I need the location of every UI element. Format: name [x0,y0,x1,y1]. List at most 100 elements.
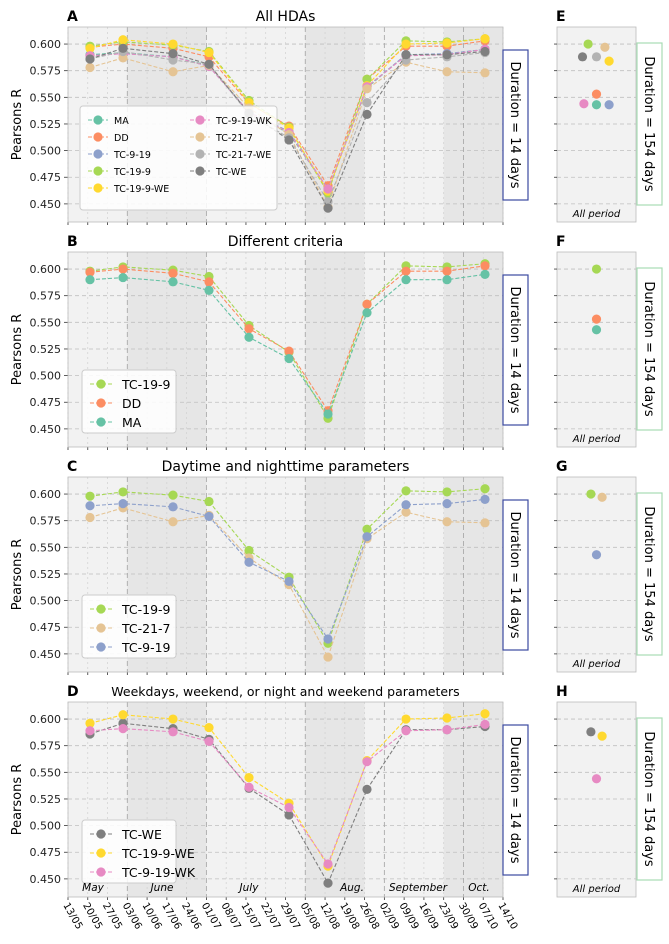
series-line [89,713,486,868]
series-line [89,38,486,193]
data-point [284,810,294,820]
right-data-point [591,325,602,335]
right-data-point [591,100,602,110]
right-data-point [583,39,593,49]
y-tick-label: 0.450 [30,198,62,211]
data-point [168,67,178,77]
right-panel-f: F All period Duration = 154 days [554,234,663,448]
y-tick-label: 0.500 [30,820,62,833]
right-plot-background [556,476,637,673]
data-point [284,576,294,587]
data-point [168,39,178,49]
right-data-point [586,489,596,499]
data-point [85,43,95,53]
right-panel-letter: G [556,459,568,475]
y-tick-label: 0.475 [30,396,62,409]
legend-marker [93,115,103,125]
right-data-point [604,100,614,110]
y-axis-label: Pearsons R [10,314,25,386]
data-point [442,50,452,60]
y-tick-label: 0.600 [30,713,62,726]
data-point [204,285,214,295]
right-plot-background [556,251,637,448]
legend-marker [96,398,106,408]
right-x-label: All period [572,209,621,220]
data-point [401,500,411,510]
right-panel-letter: F [556,234,566,250]
legend-box [81,594,177,659]
legend-label: TC-9-19 [121,640,171,655]
data-point [85,501,95,511]
legend-box [79,105,278,211]
data-point [401,714,411,724]
data-point [168,714,178,724]
side-label: Duration = 14 days [507,512,522,639]
right-data-point [600,42,610,52]
right-data-point [604,56,614,66]
y-tick-label: 0.525 [30,793,62,806]
right-data-point [591,550,602,560]
data-point [362,784,372,794]
right-side-label: Duration = 154 days [641,56,656,191]
panel-title: Weekdays, weekend, or night and weekend … [111,684,459,699]
right-data-point [577,52,588,62]
data-point [118,499,128,509]
data-point [362,524,372,534]
legend-marker [96,604,106,614]
data-point [168,727,178,737]
data-point [85,512,95,523]
shaded-month-band [443,27,503,222]
panel-b: 0.450 0.475 0.500 0.525 0.550 0.575 0.600 B Diff… [10,234,663,450]
right-data-point [591,52,602,62]
right-x-label: All period [572,884,621,895]
legend-label: TC-21-7-WE [215,150,271,161]
data-point [442,713,452,723]
month-label: Aug. [339,882,364,894]
y-tick-label: 0.600 [30,38,62,51]
data-point [284,802,294,813]
legend-marker [195,115,205,125]
data-point [204,59,214,69]
data-point [362,98,372,108]
legend-label: MA [114,116,129,127]
data-point [442,499,452,509]
data-point [401,275,411,285]
right-x-label: All period [572,659,621,670]
month-label: May [82,882,104,894]
y-tick-label: 0.500 [30,145,62,158]
data-point [85,726,95,736]
data-point [362,74,372,84]
legend: MA DD TC-9-19 TC-19-9 TC-19-9-WE TC-9-19-WK TC… [79,105,278,211]
right-side-label: Duration = 154 days [641,506,656,641]
data-point [401,507,411,517]
data-point [168,517,178,527]
data-point [284,346,294,356]
right-side-label: Duration = 154 days [641,281,656,416]
legend-label: TC-19-9 [121,377,171,392]
data-point [244,545,254,556]
y-axis-label: Pearsons R [10,764,25,836]
x-tick-label: 14/10 [495,901,519,931]
side-label-box [502,274,529,426]
right-panel-g: G All period Duration = 154 days [554,459,663,673]
y-tick-label: 0.450 [30,423,62,436]
legend-marker [96,867,106,877]
y-tick-label: 0.575 [30,290,62,303]
data-point [118,43,128,53]
side-label: Duration = 14 days [507,287,522,414]
y-tick-label: 0.450 [30,873,62,886]
data-point [118,35,128,45]
y-tick-label: 0.550 [30,541,62,554]
data-point [118,487,128,497]
legend-label: TC-19-9 [121,602,171,617]
shaded-month-band [443,702,503,897]
data-point [244,332,254,342]
data-point [284,135,294,145]
data-point [362,308,372,318]
legend-box [81,369,177,434]
data-point [323,634,333,644]
series-line [89,47,486,210]
data-point [168,268,178,278]
legend-marker [96,417,106,427]
